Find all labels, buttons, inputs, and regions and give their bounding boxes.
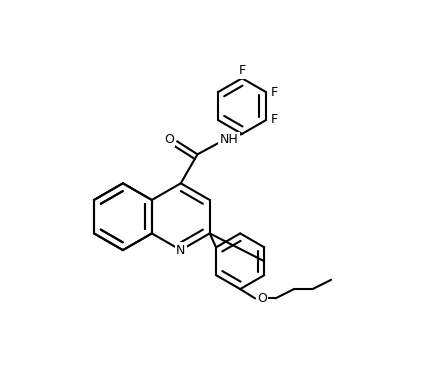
Text: F: F [238, 64, 245, 77]
Text: F: F [271, 113, 278, 126]
Text: NH: NH [220, 133, 238, 146]
Text: F: F [271, 86, 278, 99]
Text: O: O [257, 292, 267, 305]
Text: N: N [176, 243, 185, 257]
Text: O: O [164, 133, 174, 146]
